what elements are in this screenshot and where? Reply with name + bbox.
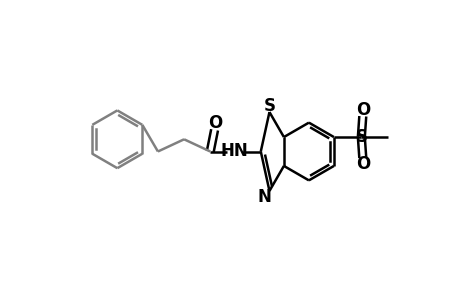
Text: S: S	[263, 97, 275, 115]
Text: O: O	[355, 155, 369, 173]
Text: O: O	[208, 114, 222, 132]
Text: S: S	[354, 128, 367, 146]
Text: O: O	[355, 101, 369, 119]
Text: HN: HN	[220, 142, 248, 160]
Text: N: N	[257, 188, 271, 206]
